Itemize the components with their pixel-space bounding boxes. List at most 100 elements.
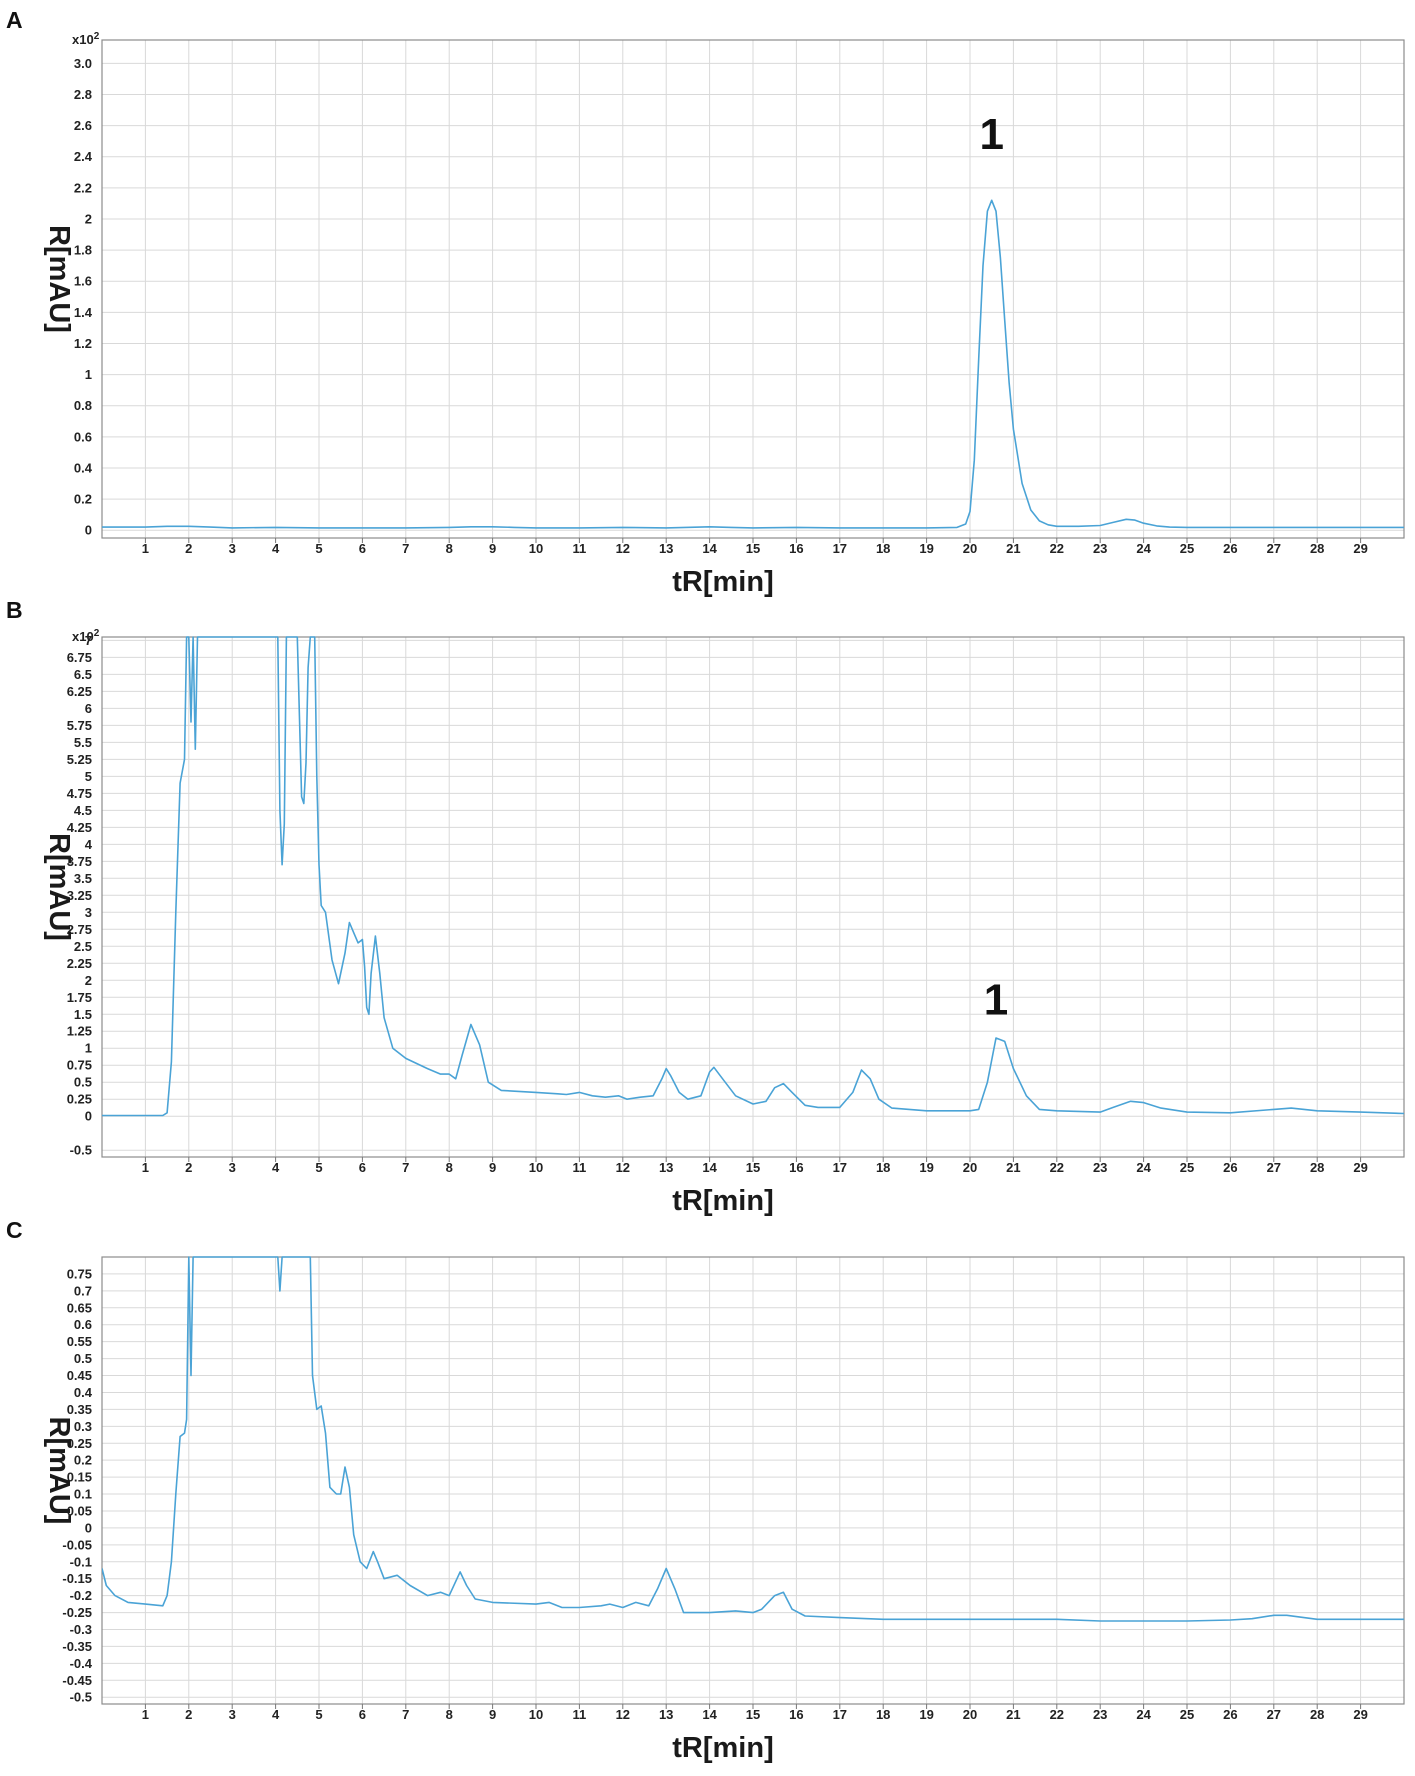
x-tick-label: 29 bbox=[1353, 1160, 1367, 1175]
y-tick-label: 0.2 bbox=[74, 492, 92, 507]
x-tick-label: 5 bbox=[315, 1160, 322, 1175]
y-tick-label: 4.75 bbox=[67, 786, 92, 801]
y-tick-label: -0.35 bbox=[62, 1639, 92, 1654]
x-tick-label: 17 bbox=[833, 1707, 847, 1722]
y-tick-label: 2 bbox=[85, 211, 92, 226]
x-tick-label: 1 bbox=[142, 541, 149, 556]
y-tick-label: 0.65 bbox=[67, 1300, 92, 1315]
x-tick-label: 20 bbox=[963, 1160, 977, 1175]
y-tick-label: 0.5 bbox=[74, 1075, 92, 1090]
y-tick-label: 0.7 bbox=[74, 1283, 92, 1298]
y-multiplier-base: x10 bbox=[72, 32, 94, 47]
chromatogram-trace bbox=[102, 1256, 1404, 1622]
y-tick-label: 0.8 bbox=[74, 398, 92, 413]
y-tick-label: 0.6 bbox=[74, 429, 92, 444]
x-tick-label: 6 bbox=[359, 1707, 366, 1722]
x-tick-label: 3 bbox=[229, 541, 236, 556]
x-tick-label: 19 bbox=[919, 1160, 933, 1175]
x-tick-label: 23 bbox=[1093, 541, 1107, 556]
y-tick-label: -0.5 bbox=[70, 1690, 92, 1705]
y-tick-label: 5.5 bbox=[74, 735, 92, 750]
x-tick-label: 26 bbox=[1223, 541, 1237, 556]
x-tick-label: 11 bbox=[573, 541, 587, 556]
x-tick-label: 24 bbox=[1136, 1160, 1151, 1175]
x-tick-label: 12 bbox=[616, 1707, 630, 1722]
y-tick-label: 0.05 bbox=[67, 1503, 92, 1518]
x-axis-title: tR[min] bbox=[672, 1185, 773, 1217]
x-tick-label: 9 bbox=[489, 1707, 496, 1722]
x-tick-label: 15 bbox=[746, 541, 760, 556]
y-tick-label: 2.4 bbox=[74, 149, 93, 164]
x-tick-label: 27 bbox=[1267, 1160, 1281, 1175]
y-tick-label: 3.5 bbox=[74, 871, 92, 886]
y-axis-title: R[mAU] bbox=[43, 833, 75, 941]
x-tick-label: 17 bbox=[833, 1160, 847, 1175]
x-tick-label: 8 bbox=[446, 1707, 453, 1722]
x-tick-label: 6 bbox=[359, 541, 366, 556]
x-tick-label: 14 bbox=[702, 1160, 717, 1175]
y-tick-label: 3.0 bbox=[74, 56, 92, 71]
y-multiplier-base: x10 bbox=[72, 629, 94, 644]
grid-lines bbox=[102, 40, 1404, 538]
chromatogram-trace bbox=[102, 636, 1404, 1117]
y-tick-label: 2.75 bbox=[67, 922, 92, 937]
x-tick-label: 19 bbox=[919, 1707, 933, 1722]
x-tick-label: 18 bbox=[876, 541, 890, 556]
x-tick-label: 22 bbox=[1050, 1160, 1064, 1175]
x-tick-label: 25 bbox=[1180, 541, 1194, 556]
y-axis-title: R[mAU] bbox=[43, 1417, 75, 1525]
y-tick-label: 6.5 bbox=[74, 667, 92, 682]
x-tick-label: 15 bbox=[746, 1160, 760, 1175]
y-tick-label: 5 bbox=[85, 769, 92, 784]
x-tick-label: 13 bbox=[659, 1160, 673, 1175]
y-tick-label: 1 bbox=[85, 367, 92, 382]
x-tick-label: 6 bbox=[359, 1160, 366, 1175]
x-tick-label: 18 bbox=[876, 1707, 890, 1722]
y-tick-label: 0.5 bbox=[74, 1351, 92, 1366]
y-tick-label: 1.5 bbox=[74, 1007, 92, 1022]
x-tick-label: 21 bbox=[1006, 1707, 1020, 1722]
x-tick-label: 15 bbox=[746, 1707, 760, 1722]
x-tick-label: 13 bbox=[659, 541, 673, 556]
y-tick-label: 0.6 bbox=[74, 1317, 92, 1332]
y-tick-label: 2 bbox=[85, 973, 92, 988]
x-tick-label: 12 bbox=[616, 541, 630, 556]
y-tick-label: 5.25 bbox=[67, 752, 92, 767]
x-tick-label: 28 bbox=[1310, 1160, 1324, 1175]
x-tick-label: 16 bbox=[789, 1707, 803, 1722]
y-tick-label: 0.15 bbox=[67, 1470, 92, 1485]
peak-label: 1 bbox=[984, 975, 1008, 1024]
x-tick-label: 13 bbox=[659, 1707, 673, 1722]
x-tick-label: 26 bbox=[1223, 1160, 1237, 1175]
y-tick-label: -0.15 bbox=[62, 1571, 92, 1586]
x-tick-label: 7 bbox=[402, 1707, 409, 1722]
y-tick-label: 6.75 bbox=[67, 650, 92, 665]
y-multiplier-exponent: 2 bbox=[94, 31, 100, 42]
y-tick-label: -0.25 bbox=[62, 1605, 92, 1620]
x-tick-label: 11 bbox=[573, 1160, 587, 1175]
panel-label: A bbox=[6, 7, 23, 33]
y-tick-label: 0.4 bbox=[74, 1385, 93, 1400]
y-tick-label: -0.05 bbox=[62, 1537, 92, 1552]
y-tick-label: 3.25 bbox=[67, 888, 92, 903]
x-tick-label: 28 bbox=[1310, 1707, 1324, 1722]
x-tick-label: 29 bbox=[1353, 541, 1367, 556]
y-tick-label: 2.6 bbox=[74, 118, 92, 133]
x-tick-label: 26 bbox=[1223, 1707, 1237, 1722]
x-tick-label: 25 bbox=[1180, 1160, 1194, 1175]
x-tick-label: 10 bbox=[529, 1160, 543, 1175]
x-tick-label: 20 bbox=[963, 541, 977, 556]
x-axis-title: tR[min] bbox=[672, 1732, 773, 1764]
grid-lines bbox=[102, 1257, 1404, 1704]
y-tick-label: 6 bbox=[85, 701, 92, 716]
y-multiplier-label: x102 bbox=[72, 31, 100, 47]
x-tick-label: 19 bbox=[919, 541, 933, 556]
y-tick-label: 4 bbox=[85, 837, 93, 852]
x-tick-label: 23 bbox=[1093, 1160, 1107, 1175]
panel-label: C bbox=[6, 1217, 23, 1243]
x-tick-label: 7 bbox=[402, 541, 409, 556]
y-tick-label: 0.4 bbox=[74, 460, 93, 475]
x-tick-label: 16 bbox=[789, 541, 803, 556]
y-tick-label: 1.4 bbox=[74, 305, 93, 320]
